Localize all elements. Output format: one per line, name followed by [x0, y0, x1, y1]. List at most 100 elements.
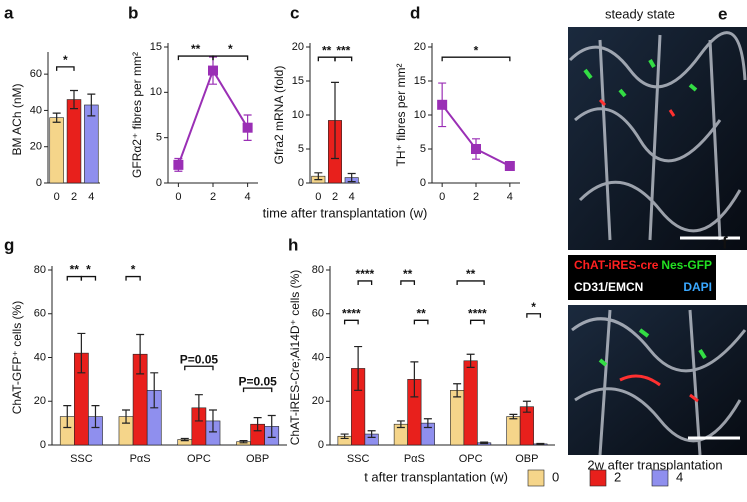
error-bar — [466, 353, 475, 368]
legend-label: 0 — [552, 469, 559, 484]
significance-label: * — [63, 53, 68, 67]
error-bar — [70, 89, 78, 110]
error-bar — [52, 112, 61, 123]
marker — [173, 159, 184, 170]
significance-bracket — [56, 66, 75, 71]
error-bar — [253, 417, 262, 432]
significance-label: **** — [356, 267, 375, 281]
significance-bracket — [317, 56, 336, 62]
significance-bracket — [212, 55, 249, 61]
significance-bracket — [400, 280, 416, 285]
significance-label: ** — [70, 263, 80, 277]
significance-label: P=0.05 — [180, 352, 219, 366]
stain-legend-box — [568, 255, 716, 300]
stain-legend-item: DAPI — [683, 280, 712, 294]
significance-bracket — [357, 280, 373, 285]
error-bar — [354, 345, 363, 391]
error-bar — [239, 440, 248, 444]
legend-label: 2 — [614, 469, 621, 484]
significance-bracket — [184, 365, 214, 371]
significance-label: * — [86, 263, 91, 277]
panel-label: d — [410, 3, 420, 22]
x-tick-label: 0 — [315, 191, 321, 203]
y-tick-label: 15 — [414, 75, 426, 87]
significance-bracket — [456, 280, 485, 285]
y-tick-label: 20 — [34, 395, 46, 407]
error-bar — [340, 433, 349, 440]
x-tick-label: PαS — [130, 453, 151, 465]
error-bar — [150, 372, 159, 409]
x-tick-label: OBP — [515, 453, 538, 465]
x-tick-label: PαS — [404, 453, 425, 465]
y-tick-label: 5 — [298, 143, 304, 155]
y-tick-label: 10 — [150, 86, 162, 98]
error-bar — [180, 437, 189, 442]
significance-bracket — [441, 56, 511, 62]
legend-label: 4 — [676, 469, 683, 484]
y-tick-label: 60 — [30, 68, 42, 80]
y-tick-label: 0 — [318, 439, 324, 451]
error-bar — [63, 405, 72, 429]
x-tick-label: 4 — [507, 191, 513, 203]
x-tick-label: 2 — [332, 191, 338, 203]
y-tick-label: 20 — [30, 141, 42, 153]
x-tick-label: 0 — [439, 191, 445, 203]
significance-bracket — [66, 275, 83, 281]
x-tick-label: OBP — [246, 453, 269, 465]
x-tick-label: OPC — [459, 453, 483, 465]
y-axis-label: GFRα2⁺ fibres per mm² — [130, 52, 144, 178]
significance-label: * — [228, 42, 233, 56]
y-tick-label: 60 — [312, 308, 324, 320]
error-bar — [194, 394, 203, 422]
error-bar — [509, 413, 518, 420]
y-tick-label: 40 — [34, 351, 46, 363]
x-tick-label: SSC — [70, 453, 93, 465]
y-tick-label: 0 — [156, 177, 162, 189]
significance-bracket — [469, 319, 485, 325]
significance-bracket — [125, 275, 141, 281]
x-axis-label: time after transplantation (w) — [263, 205, 428, 220]
significance-label: * — [131, 263, 136, 277]
y-tick-label: 40 — [30, 104, 42, 116]
error-bar — [314, 172, 323, 181]
y-tick-label: 0 — [420, 177, 426, 189]
error-bar — [367, 430, 376, 438]
significance-bracket — [80, 275, 97, 281]
panel-label: f — [722, 233, 728, 252]
x-tick-label: 0 — [175, 191, 181, 203]
error-bar — [77, 332, 86, 374]
significance-label: P=0.05 — [238, 374, 277, 388]
y-axis-label: BM ACh (nM) — [10, 83, 24, 155]
stain-legend-item: CD31/EMCN — [574, 280, 643, 294]
significance-label: ** — [191, 42, 201, 56]
significance-label: ** — [466, 267, 476, 281]
significance-label: ** — [322, 43, 332, 57]
y-tick-label: 15 — [292, 75, 304, 87]
y-axis-label: TH⁺ fibres per mm² — [394, 63, 408, 166]
error-bar — [536, 442, 545, 445]
image-caption: 2w after transplantation — [587, 457, 722, 472]
panel-label: h — [288, 235, 298, 254]
error-bar — [331, 81, 339, 160]
error-bar — [91, 405, 100, 429]
bar — [450, 390, 465, 446]
y-tick-label: 80 — [34, 264, 46, 276]
error-bar — [87, 93, 96, 117]
bar — [49, 117, 64, 184]
x-tick-label: 2 — [473, 191, 479, 203]
x-tick-label: 0 — [54, 191, 60, 203]
y-tick-label: 0 — [36, 177, 42, 189]
y-axis-label: ChAT-iRES-Cre;Ai14D⁺ cells (%) — [288, 270, 302, 445]
significance-label: **** — [468, 306, 487, 320]
x-tick-label: 4 — [88, 191, 94, 203]
y-tick-label: 60 — [34, 308, 46, 320]
y-tick-label: 40 — [312, 351, 324, 363]
y-tick-label: 20 — [292, 41, 304, 53]
significance-bracket — [177, 55, 214, 61]
error-bar — [122, 409, 131, 424]
legend-swatch — [589, 469, 607, 487]
error-bar — [347, 172, 356, 183]
significance-label: * — [474, 43, 479, 57]
significance-label: ** — [416, 306, 426, 320]
